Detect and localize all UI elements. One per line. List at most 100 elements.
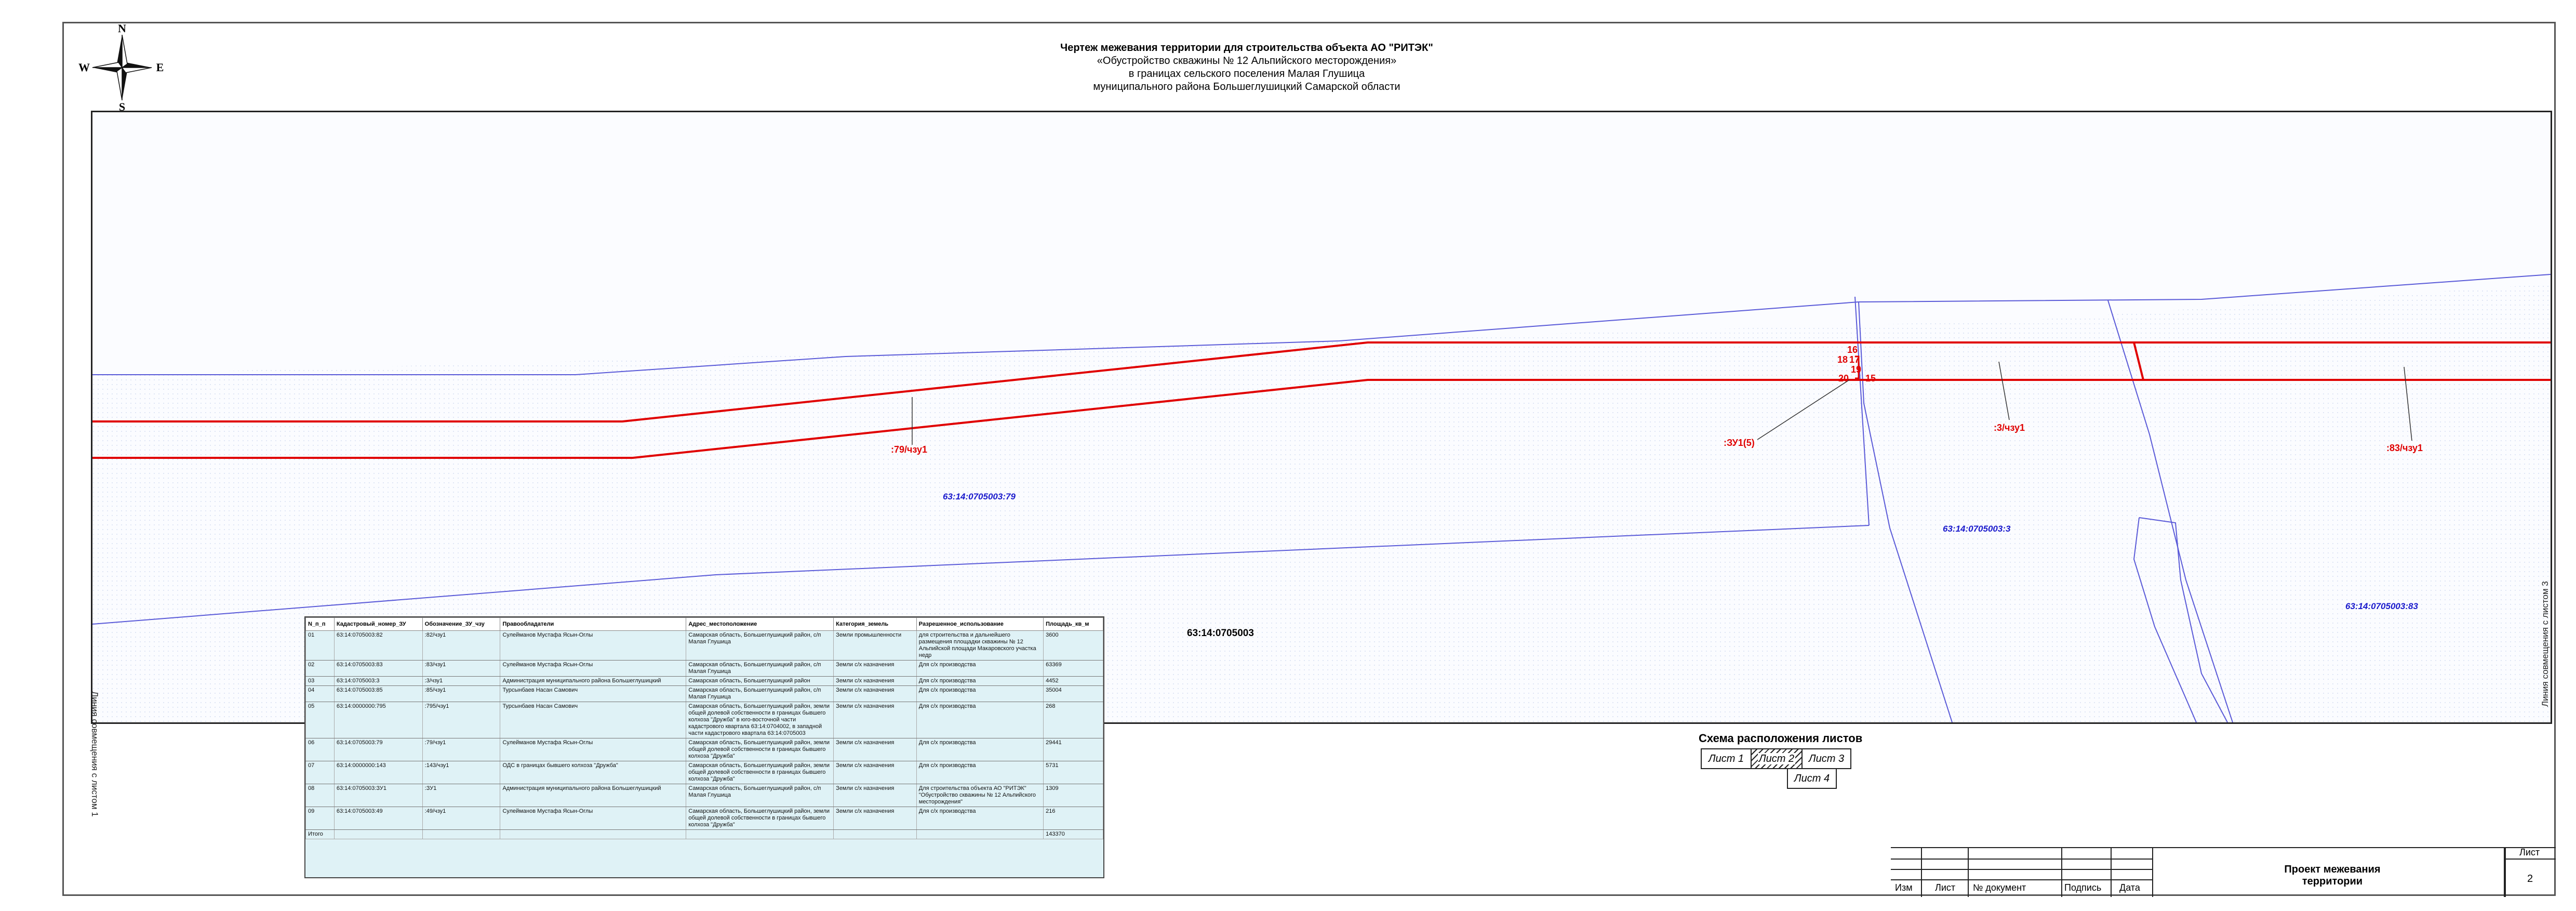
table-cell: 63:14:0705003:ЗУ1 — [333, 784, 423, 807]
parcel-label-zu1: :ЗУ1(5) — [1724, 438, 1755, 448]
drawing-title: Чертеж межевания территории для строител… — [883, 42, 1610, 94]
table-header-cell: Категория_земель — [833, 617, 917, 631]
table-cell: Для с/х производства — [916, 660, 1044, 677]
title-line-1: Чертеж межевания территории для строител… — [1060, 42, 1433, 54]
table-cell — [833, 829, 917, 839]
table-cell: Администрация муниципального района Боль… — [500, 784, 687, 807]
table-cell — [500, 829, 687, 839]
stamp-rule — [1891, 859, 2153, 860]
table-cell: 4452 — [1043, 676, 1103, 686]
parcel-label-79: :79/чзу1 — [891, 444, 927, 455]
table-cell: Земли с/х назначения — [833, 784, 917, 807]
table-cell: Для с/х производства — [916, 807, 1044, 830]
table-cell: 29441 — [1043, 738, 1103, 761]
table-header-cell: Адрес_местоположение — [686, 617, 834, 631]
side-label-sheet1: Линия совмещения с листом 1 — [90, 691, 100, 817]
compass-rose-icon: N S W E — [78, 23, 164, 112]
table-cell: Земли промышленности — [833, 630, 917, 661]
scheme-sheet-1[interactable]: Лист 1 — [1701, 748, 1752, 769]
table-cell: для строительства и дальнейшего размещен… — [916, 630, 1044, 661]
table-cell: :3/чзу1 — [422, 676, 501, 686]
table-cell: Земли с/х назначения — [833, 761, 917, 784]
table-header-row: N_п_п Кадастровый_номер_ЗУ Обозначение_З… — [305, 617, 1103, 631]
table-header-cell: Разрешенное_использование — [916, 617, 1044, 631]
stamp-sign: Подпись — [2064, 882, 2102, 893]
table-cell: Самарская область, Большеглушицкий район… — [686, 685, 834, 702]
scheme-sheet-2-current[interactable]: Лист 2 — [1751, 748, 1803, 769]
zu1-parcel-outline — [1855, 355, 1860, 379]
compass-e: E — [156, 61, 164, 74]
contour-road-mid — [1858, 301, 1953, 722]
table-cell: :143/чзу1 — [422, 761, 501, 784]
boundary-cross — [2133, 342, 2144, 380]
table-cell: Сулейманов Мустафа Ясын-Оглы — [500, 660, 687, 677]
stamp-rule — [1891, 879, 2153, 880]
compass-w: W — [78, 61, 90, 74]
cadastral-label-79: 63:14:0705003:79 — [943, 492, 1016, 501]
table-cell: Земли с/х назначения — [833, 702, 917, 738]
leader-zu1 — [1757, 379, 1850, 440]
table-cell: 5731 — [1043, 761, 1103, 784]
table-cell: Земли с/х назначения — [833, 676, 917, 686]
table-cell: 63:14:0705003:82 — [333, 630, 423, 661]
table-cell: 63:14:0705003:85 — [333, 685, 423, 702]
stamp-doc: № документ — [1973, 882, 2026, 893]
compass-n: N — [118, 23, 126, 35]
scheme-sheet-2-label: Лист 2 — [1757, 753, 1796, 764]
land-area-fill — [92, 284, 2551, 722]
table-cell: Самарская область, Большеглушицкий район… — [686, 630, 834, 661]
stamp-list: Лист — [1935, 882, 1956, 893]
table-cell: 03 — [305, 676, 335, 686]
table-row: 08 63:14:0705003:ЗУ1:ЗУ1 Администрация мун… — [305, 784, 1103, 807]
boundary-south — [92, 379, 2551, 459]
table-cell: 63:14:0705003:3 — [333, 676, 423, 686]
table-row: 04 63:14:0705003:85:85/чзу1 Турсынбаев Нас… — [305, 685, 1103, 702]
table-cell: Для с/х производства — [916, 685, 1044, 702]
table-header-cell: N_п_п — [305, 617, 335, 631]
table-cell: 01 — [305, 630, 335, 661]
table-total-label: Итого — [305, 829, 335, 839]
table-cell: Для строительства объекта АО "РИТЭК" "Об… — [916, 784, 1044, 807]
table-cell: :795/чзу1 — [422, 702, 501, 738]
table-cell: Самарская область, Большеглушицкий район… — [686, 761, 834, 784]
table-cell: 1309 — [1043, 784, 1103, 807]
stamp-izm: Изм — [1895, 882, 1913, 893]
table-cell: Для с/х производства — [916, 761, 1044, 784]
point-label-20: 20 — [1838, 373, 1849, 384]
table-cell: Самарская область, Большеглушицкий район… — [686, 784, 834, 807]
table-cell: Земли с/х назначения — [833, 738, 917, 761]
table-cell: 09 — [305, 807, 335, 830]
table-cell: 63369 — [1043, 660, 1103, 677]
table-cell: Самарская область, Большеглушицкий район — [686, 676, 834, 686]
drawing-sheet-frame — [62, 22, 2556, 896]
table-cell: Для с/х производства — [916, 738, 1044, 761]
stamp-list-number: 2 — [2527, 873, 2533, 884]
contour-road-east — [2107, 300, 2233, 722]
stamp-date: Дата — [2119, 882, 2140, 893]
scheme-sheet-3[interactable]: Лист 3 — [1801, 748, 1851, 769]
cadastral-label-83: 63:14:0705003:83 — [2345, 601, 2418, 611]
point-label-17: 17 — [1849, 354, 1860, 365]
table-cell: 216 — [1043, 807, 1103, 830]
stamp-col — [2504, 848, 2506, 897]
table-cell: Земли с/х назначения — [833, 660, 917, 677]
table-cell: 05 — [305, 702, 335, 738]
cadastral-quarter-label: 63:14:0705003 — [1187, 628, 1254, 639]
stamp-col — [1922, 848, 1969, 897]
table-row: 09 63:14:0705003:49:49/чзу1 Сулейманов Мус… — [305, 807, 1103, 830]
scheme-title: Схема расположения листов — [1699, 732, 1863, 745]
table-row: 03 63:14:0705003:3:3/чзу1 Администрация му… — [305, 676, 1103, 686]
stamp-title: Проект межевания территории — [2284, 864, 2381, 887]
table-cell: Земли с/х назначения — [833, 685, 917, 702]
table-header-cell: Площадь_кв_м — [1043, 617, 1103, 631]
table-cell: 06 — [305, 738, 335, 761]
point-label-19: 19 — [1851, 364, 1862, 375]
table-cell: 3600 — [1043, 630, 1103, 661]
table-header-cell: Обозначение_ЗУ_чзу — [422, 617, 501, 631]
scheme-sheet-4[interactable]: Лист 4 — [1787, 768, 1837, 789]
stamp-col — [1969, 848, 2062, 897]
table-cell: Для с/х производства — [916, 702, 1044, 738]
table-cell: ОДС в границах бывшего колхоза "Дружба" — [500, 761, 687, 784]
stamp-col — [2112, 848, 2153, 897]
boundary-north — [92, 341, 2551, 423]
